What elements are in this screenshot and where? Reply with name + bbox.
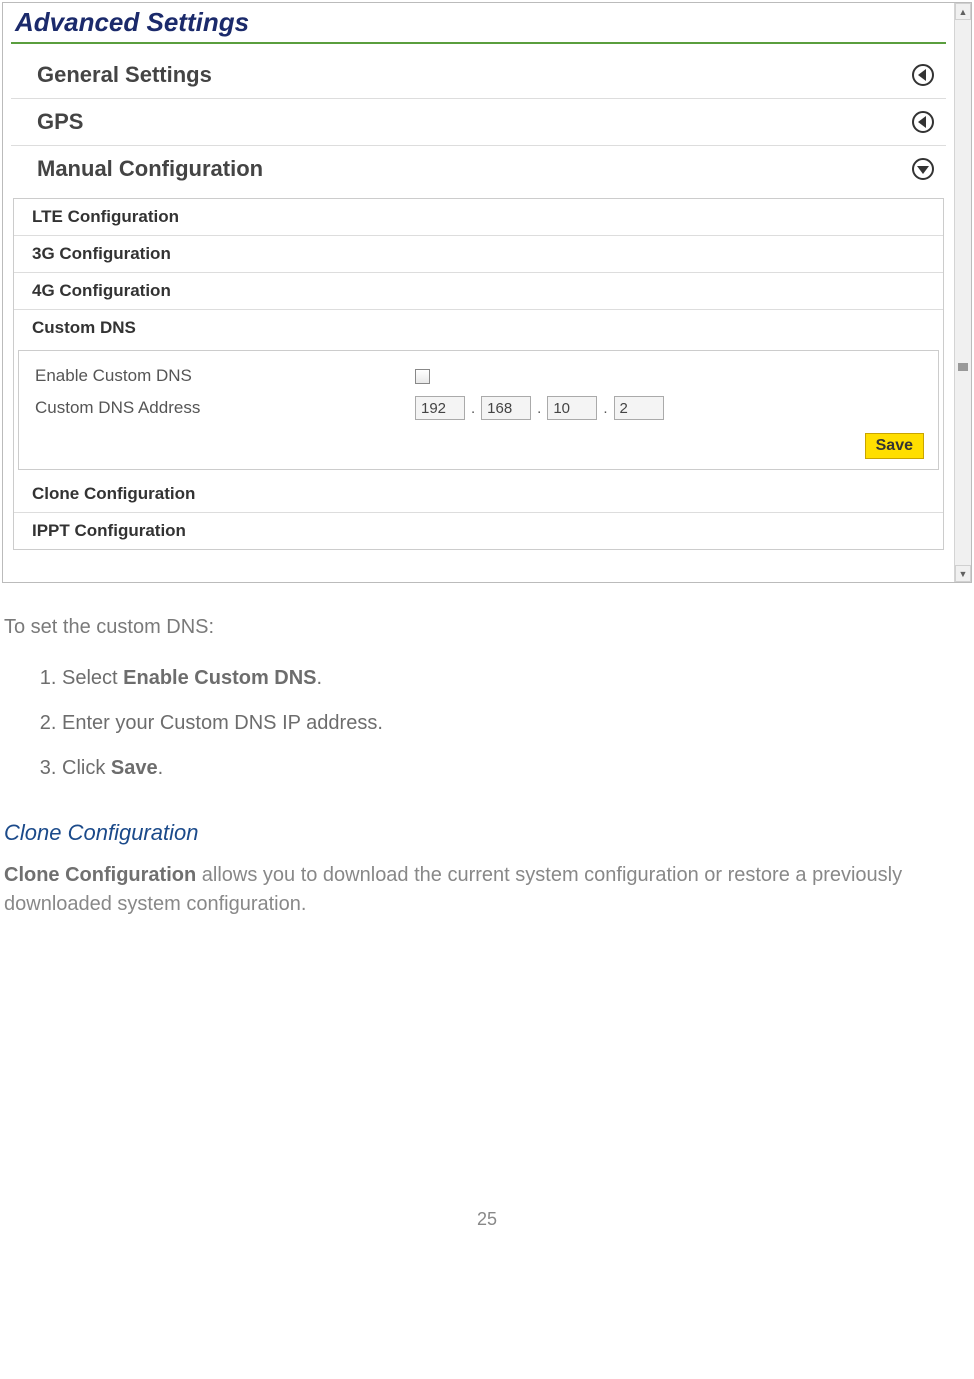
section-manual-configuration[interactable]: Manual Configuration (11, 146, 946, 192)
para-lead-bold: Clone Configuration (4, 864, 196, 886)
row-custom-dns-address: Custom DNS Address . . . (35, 391, 928, 425)
enable-custom-dns-checkbox[interactable] (415, 369, 430, 384)
custom-dns-panel: Enable Custom DNS Custom DNS Address . .… (18, 350, 939, 470)
dns-ip-octet-4[interactable] (614, 396, 664, 420)
page-number: 25 (0, 919, 974, 1250)
ip-separator: . (597, 400, 613, 417)
save-button[interactable]: Save (865, 433, 924, 459)
save-row: Save (35, 425, 928, 461)
section-label: Manual Configuration (37, 156, 263, 182)
instructions-block: To set the custom DNS: Select Enable Cus… (0, 583, 974, 919)
step-bold: Save (111, 757, 158, 779)
collapse-left-icon[interactable] (912, 64, 934, 86)
subitem-ippt-configuration[interactable]: IPPT Configuration (14, 513, 943, 549)
subitem-4g-configuration[interactable]: 4G Configuration (14, 273, 943, 310)
dns-ip-octet-1[interactable] (415, 396, 465, 420)
section-label: GPS (37, 109, 83, 135)
panel-title: Advanced Settings (11, 7, 946, 44)
subitem-custom-dns[interactable]: Custom DNS (14, 310, 943, 346)
instruction-step-1: Select Enable Custom DNS. (62, 656, 970, 701)
section-label: General Settings (37, 62, 212, 88)
instructions-list: Select Enable Custom DNS. Enter your Cus… (4, 642, 970, 805)
step-text: . (158, 757, 164, 779)
subitem-3g-configuration[interactable]: 3G Configuration (14, 236, 943, 273)
scroll-position-marker (958, 363, 968, 371)
scroll-up-icon[interactable]: ▲ (955, 3, 971, 20)
settings-content: Advanced Settings General Settings GPS M… (3, 3, 954, 582)
enable-custom-dns-label: Enable Custom DNS (35, 366, 415, 386)
row-enable-custom-dns: Enable Custom DNS (35, 361, 928, 391)
settings-screenshot: ▲ ▼ Advanced Settings General Settings G… (2, 2, 972, 583)
expand-down-icon[interactable] (912, 158, 934, 180)
ip-separator: . (531, 400, 547, 417)
clone-config-heading: Clone Configuration (4, 805, 970, 861)
instruction-step-2: Enter your Custom DNS IP address. (62, 701, 970, 746)
section-general-settings[interactable]: General Settings (11, 52, 946, 99)
vertical-scrollbar[interactable]: ▲ ▼ (954, 3, 971, 582)
step-text: Click (62, 757, 111, 779)
subitem-clone-configuration[interactable]: Clone Configuration (14, 476, 943, 513)
dns-ip-octet-2[interactable] (481, 396, 531, 420)
section-gps[interactable]: GPS (11, 99, 946, 146)
instruction-step-3: Click Save. (62, 746, 970, 791)
dns-ip-octet-3[interactable] (547, 396, 597, 420)
step-text: . (317, 667, 323, 689)
ip-separator: . (465, 400, 481, 417)
manual-config-sublist: LTE Configuration 3G Configuration 4G Co… (13, 198, 944, 550)
clone-config-paragraph: Clone Configuration allows you to downlo… (4, 861, 970, 919)
collapse-left-icon[interactable] (912, 111, 934, 133)
scroll-down-icon[interactable]: ▼ (955, 565, 971, 582)
step-text: Select (62, 667, 123, 689)
step-bold: Enable Custom DNS (123, 667, 316, 689)
custom-dns-address-label: Custom DNS Address (35, 398, 415, 418)
subitem-lte-configuration[interactable]: LTE Configuration (14, 199, 943, 236)
instructions-intro: To set the custom DNS: (4, 613, 970, 642)
